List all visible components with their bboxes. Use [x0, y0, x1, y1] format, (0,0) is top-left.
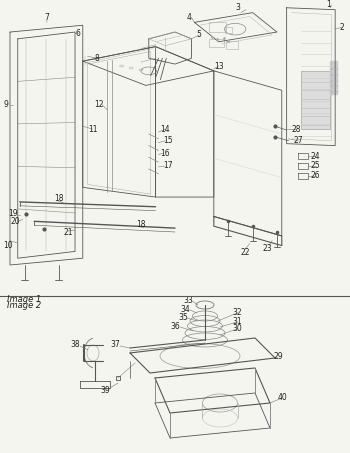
Text: 35: 35 [178, 313, 188, 323]
Bar [330, 61, 338, 95]
Text: 20: 20 [10, 217, 20, 226]
Text: 27: 27 [293, 136, 303, 145]
Bar [224, 27, 232, 33]
Bar [93, 333, 118, 373]
Text: 15: 15 [163, 136, 173, 145]
Bar [226, 41, 238, 48]
Text: 7: 7 [44, 13, 49, 22]
Text: 14: 14 [161, 125, 170, 134]
Text: 37: 37 [110, 341, 120, 350]
Text: 28: 28 [292, 125, 301, 134]
Text: 1: 1 [326, 0, 331, 10]
Text: 23: 23 [262, 244, 272, 253]
Text: 24: 24 [311, 152, 321, 161]
Text: 36: 36 [170, 323, 180, 332]
Text: 3: 3 [236, 3, 240, 12]
Text: 26: 26 [311, 171, 321, 180]
Text: 30: 30 [232, 324, 242, 333]
Text: 4: 4 [187, 13, 192, 22]
Bar [301, 71, 330, 129]
Text: 18: 18 [54, 193, 63, 202]
Text: 29: 29 [273, 352, 283, 361]
Text: 11: 11 [88, 125, 97, 134]
Text: 2: 2 [340, 23, 344, 32]
Text: Image 1: Image 1 [7, 295, 41, 304]
Bar [209, 39, 224, 47]
Text: 19: 19 [8, 209, 18, 218]
Bar [301, 71, 330, 129]
Text: 21: 21 [63, 228, 73, 237]
Text: 12: 12 [94, 100, 104, 109]
Text: 40: 40 [277, 394, 287, 402]
Text: 33: 33 [183, 297, 193, 305]
Text: 22: 22 [240, 248, 250, 257]
Text: 9: 9 [4, 100, 8, 109]
Text: 39: 39 [100, 386, 110, 395]
Bar [209, 22, 226, 32]
Text: 8: 8 [95, 54, 100, 63]
Text: 10: 10 [3, 241, 13, 250]
Text: 18: 18 [136, 220, 146, 229]
Text: 38: 38 [70, 341, 80, 350]
Text: 25: 25 [311, 161, 321, 170]
Text: Image 2: Image 2 [7, 301, 41, 310]
Text: 16: 16 [161, 149, 170, 158]
Text: 13: 13 [214, 62, 224, 71]
Text: 34: 34 [180, 305, 190, 314]
Text: 32: 32 [232, 308, 242, 318]
Text: 6: 6 [76, 29, 80, 38]
Text: 31: 31 [232, 318, 242, 327]
Text: 17: 17 [163, 161, 173, 170]
Text: 5: 5 [197, 30, 202, 39]
